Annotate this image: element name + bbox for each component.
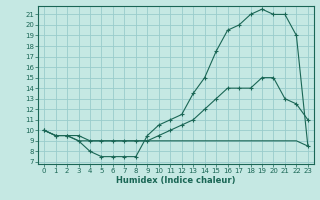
X-axis label: Humidex (Indice chaleur): Humidex (Indice chaleur) [116, 176, 236, 185]
